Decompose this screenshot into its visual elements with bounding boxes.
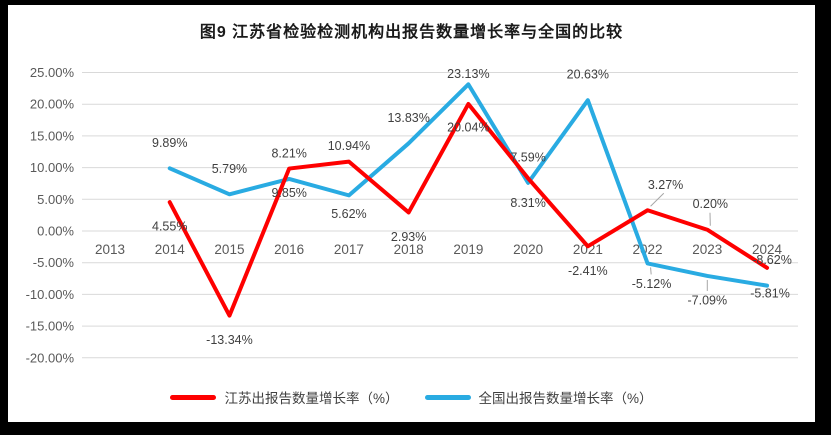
x-category-label: 2020 [513, 242, 543, 257]
x-category-label: 2021 [573, 242, 603, 257]
y-tick-label: -10.00% [26, 287, 75, 302]
x-category-label: 2018 [394, 242, 424, 257]
x-category-label: 2017 [334, 242, 364, 257]
y-tick-label: -15.00% [26, 319, 75, 334]
chart-panel: 图9 江苏省检验检测机构出报告数量增长率与全国的比较 25.00% 20.00% 1… [8, 5, 815, 422]
y-tick-label: 25.00% [30, 65, 75, 80]
x-category-label: 2023 [692, 242, 722, 257]
y-tick-label: 5.00% [37, 192, 74, 207]
legend-line-sample-national [424, 394, 471, 400]
data-label: 9.85% [271, 186, 306, 200]
data-label: 5.79% [212, 162, 247, 176]
series-line-jiangsu [167, 101, 770, 318]
data-label: 3.27% [648, 178, 683, 192]
x-category-label: 2013 [95, 242, 125, 257]
data-label: -7.09% [687, 293, 727, 307]
legend-label-jiangsu: 江苏出报告数量增长率（%） [224, 391, 399, 406]
y-tick-label: 15.00% [30, 128, 75, 143]
y-tick-label: -20.00% [26, 350, 75, 365]
chart-plot-area: 25.00% 20.00% 15.00% 10.00% 5.00% 0.00% -5.00%… [26, 65, 798, 365]
chart-legend: 江苏出报告数量增长率（%） 全国出报告数量增长率（%） [8, 386, 815, 408]
data-label: 4.55% [152, 220, 187, 234]
data-label-leader-line [650, 192, 665, 207]
legend-line-sample-jiangsu [170, 394, 217, 400]
data-label: 10.94% [328, 139, 370, 153]
y-tick-label: 20.00% [30, 97, 75, 112]
data-label: 23.13% [447, 67, 489, 81]
data-label: 13.83% [387, 111, 429, 125]
data-label: 20.04% [447, 120, 489, 134]
data-label: 8.31% [510, 196, 545, 210]
data-label: -5.12% [632, 277, 672, 291]
data-label: 7.59% [510, 150, 545, 164]
x-category-label: 2022 [633, 242, 663, 257]
data-label: 20.63% [567, 68, 609, 82]
data-label: 2.93% [391, 230, 426, 244]
x-category-label: 2014 [155, 242, 186, 257]
y-tick-label: -5.00% [33, 255, 75, 270]
x-category-label: 2016 [274, 242, 304, 257]
data-label: -13.34% [206, 333, 253, 347]
data-label: -2.41% [568, 264, 608, 278]
y-tick-label: 10.00% [30, 160, 75, 175]
chart-title: 图9 江苏省检验检测机构出报告数量增长率与全国的比较 [199, 24, 624, 41]
data-label: -8.62% [752, 253, 792, 267]
series-line-national [167, 82, 770, 288]
x-category-label: 2024 [752, 242, 783, 257]
x-category-label: 2019 [453, 242, 483, 257]
data-label: 8.21% [271, 146, 306, 160]
legend-item-jiangsu: 江苏出报告数量增长率（%） [170, 387, 399, 407]
data-label: 5.62% [331, 207, 366, 221]
legend-item-national: 全国出报告数量增长率（%） [424, 387, 653, 407]
data-label: 9.89% [152, 136, 187, 150]
legend-label-national: 全国出报告数量增长率（%） [478, 391, 653, 406]
data-label: 0.20% [693, 197, 728, 211]
data-label-leader-line [650, 267, 652, 275]
y-tick-label: 0.00% [37, 224, 74, 239]
data-label: -5.81% [750, 286, 790, 300]
x-category-label: 2015 [214, 242, 244, 257]
